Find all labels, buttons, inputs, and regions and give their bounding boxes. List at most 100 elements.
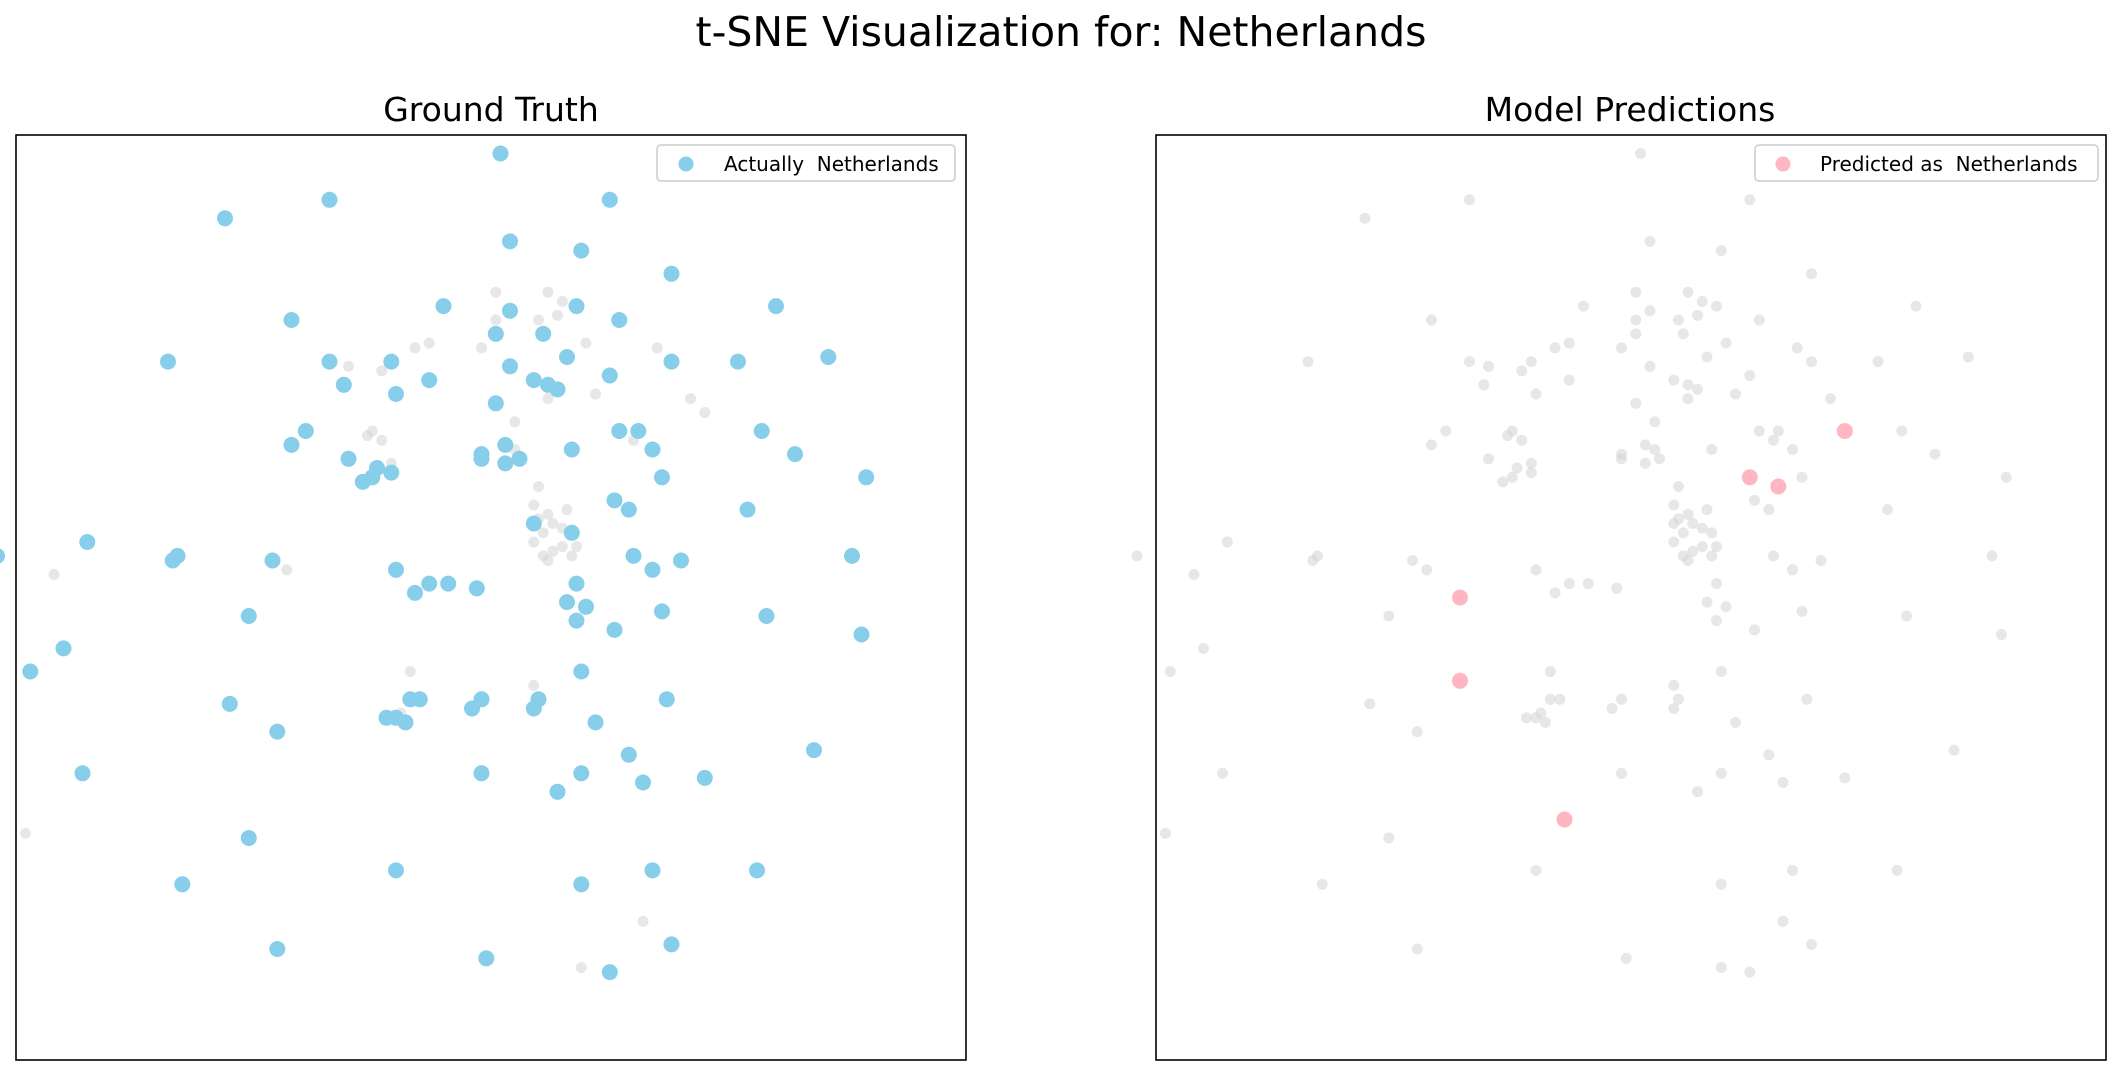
model-predictions-background-point xyxy=(1711,541,1722,553)
model-predictions-background-point xyxy=(1696,522,1708,534)
ground-truth-highlight-point xyxy=(573,765,590,782)
model-predictions-title: Model Predictions xyxy=(1485,90,1776,129)
model-predictions-background-point xyxy=(1198,642,1209,654)
ground-truth-highlight-point xyxy=(240,830,257,846)
ground-truth-background-point xyxy=(376,365,388,377)
ground-truth-highlight-point xyxy=(283,436,300,453)
model-predictions-background-point xyxy=(1644,235,1656,247)
ground-truth-highlight-point xyxy=(269,723,286,740)
ground-truth-background-point xyxy=(533,314,544,326)
ground-truth-highlight-point xyxy=(739,501,756,518)
ground-truth-highlight-point xyxy=(464,700,480,717)
model-predictions-background-point xyxy=(1772,425,1784,437)
ground-truth-highlight-point xyxy=(573,876,590,893)
model-predictions-background-point xyxy=(1720,337,1732,349)
ground-truth-highlight-point xyxy=(853,626,870,643)
model-predictions-background-point xyxy=(1692,786,1703,798)
model-predictions-background-point xyxy=(1744,966,1756,978)
model-predictions-background-point xyxy=(1668,536,1680,548)
ground-truth-highlight-point xyxy=(635,774,651,791)
ground-truth-highlight-point xyxy=(269,941,286,957)
ground-truth-highlight-point xyxy=(511,450,528,467)
ground-truth-background-point xyxy=(528,536,540,548)
model-predictions-background-point xyxy=(1497,476,1509,488)
ground-truth-highlight-point xyxy=(611,423,628,439)
model-predictions-background-point xyxy=(1668,679,1680,691)
ground-truth-highlight-point xyxy=(644,862,661,879)
ground-truth-background-point xyxy=(48,568,60,580)
model-predictions-background-point xyxy=(1464,194,1475,206)
ground-truth-highlight-point xyxy=(696,769,713,786)
model-predictions-background-point xyxy=(1673,481,1684,492)
ground-truth-highlight-point xyxy=(820,349,837,365)
model-predictions-background-point xyxy=(1644,360,1656,372)
model-predictions-background-point xyxy=(1872,356,1884,368)
ground-truth-background-point xyxy=(366,425,378,437)
model-predictions-background-point xyxy=(1796,471,1808,483)
ground-truth-highlight-point xyxy=(340,450,357,467)
ground-truth-highlight-point xyxy=(559,349,575,365)
model-predictions-background-point xyxy=(1882,504,1893,516)
model-predictions-background-point xyxy=(1639,439,1651,451)
ground-truth-highlight-point xyxy=(473,450,490,467)
model-predictions-background-point xyxy=(1763,504,1775,516)
model-predictions-background-point xyxy=(1682,508,1694,520)
model-predictions-background-point xyxy=(1744,370,1756,381)
model-predictions-background-point xyxy=(1677,328,1689,340)
model-predictions-background-point xyxy=(1692,309,1703,321)
model-predictions-background-point xyxy=(1749,494,1760,506)
model-predictions-background-point xyxy=(1483,360,1494,372)
ground-truth-highlight-point xyxy=(221,695,238,712)
ground-truth-highlight-point xyxy=(383,353,400,370)
model-predictions-background-point xyxy=(1411,726,1423,738)
ground-truth-plot-frame xyxy=(15,134,967,1061)
model-predictions-background-point xyxy=(1307,555,1319,566)
ground-truth-highlight-point xyxy=(435,298,452,315)
ground-truth-background-point xyxy=(376,434,388,446)
model-predictions-background-point xyxy=(1806,356,1817,368)
ground-truth-background-point xyxy=(556,541,568,553)
model-predictions-background-point xyxy=(1506,425,1518,437)
model-predictions-background-point xyxy=(1682,555,1694,566)
ground-truth-background-point xyxy=(537,527,549,539)
ground-truth-background-point xyxy=(547,545,559,557)
model-predictions-background-point xyxy=(1549,342,1561,354)
model-predictions-background-point xyxy=(1563,578,1575,590)
model-predictions-background-point xyxy=(1654,453,1665,465)
model-predictions-background-point xyxy=(1411,943,1423,955)
model-predictions-background-point xyxy=(1715,878,1727,890)
model-predictions-background-point xyxy=(1620,952,1632,964)
model-predictions-highlight-point xyxy=(1741,469,1758,486)
ground-truth-highlight-point xyxy=(630,423,647,439)
model-predictions-background-point xyxy=(1616,767,1627,779)
ground-truth-background-point xyxy=(699,407,711,418)
ground-truth-background-point xyxy=(580,337,592,349)
ground-truth-highlight-point xyxy=(559,594,575,611)
model-predictions-background-point xyxy=(1302,356,1314,368)
model-predictions-background-point xyxy=(1910,300,1922,312)
ground-truth-background-point xyxy=(542,555,554,566)
model-predictions-background-point xyxy=(1611,582,1623,594)
model-predictions-background-point xyxy=(1891,864,1903,876)
ground-truth-highlight-point xyxy=(411,691,428,708)
model-predictions-background-point xyxy=(1582,578,1594,590)
ground-truth-highlight-point xyxy=(663,353,680,370)
ground-truth-background-point xyxy=(409,342,421,354)
model-predictions-background-point xyxy=(1929,448,1941,460)
model-predictions-background-point xyxy=(1464,356,1475,368)
ground-truth-highlight-point xyxy=(525,515,542,532)
model-predictions-plot-frame xyxy=(1155,134,2107,1061)
model-predictions-background-point xyxy=(1777,777,1789,788)
model-predictions-background-point xyxy=(1711,615,1722,627)
model-predictions-background-point xyxy=(1164,666,1176,677)
model-predictions-background-point xyxy=(1806,268,1817,280)
ground-truth-highlight-point xyxy=(335,376,352,393)
ground-truth-highlight-point xyxy=(606,492,623,509)
ground-truth-highlight-point xyxy=(573,663,590,680)
ground-truth-background-point xyxy=(566,550,578,562)
model-predictions-background-point xyxy=(1696,541,1708,553)
model-predictions-background-point xyxy=(1521,712,1532,724)
model-predictions-background-point xyxy=(1668,374,1680,386)
ground-truth-highlight-point xyxy=(79,534,96,550)
ground-truth-highlight-point xyxy=(758,608,775,624)
